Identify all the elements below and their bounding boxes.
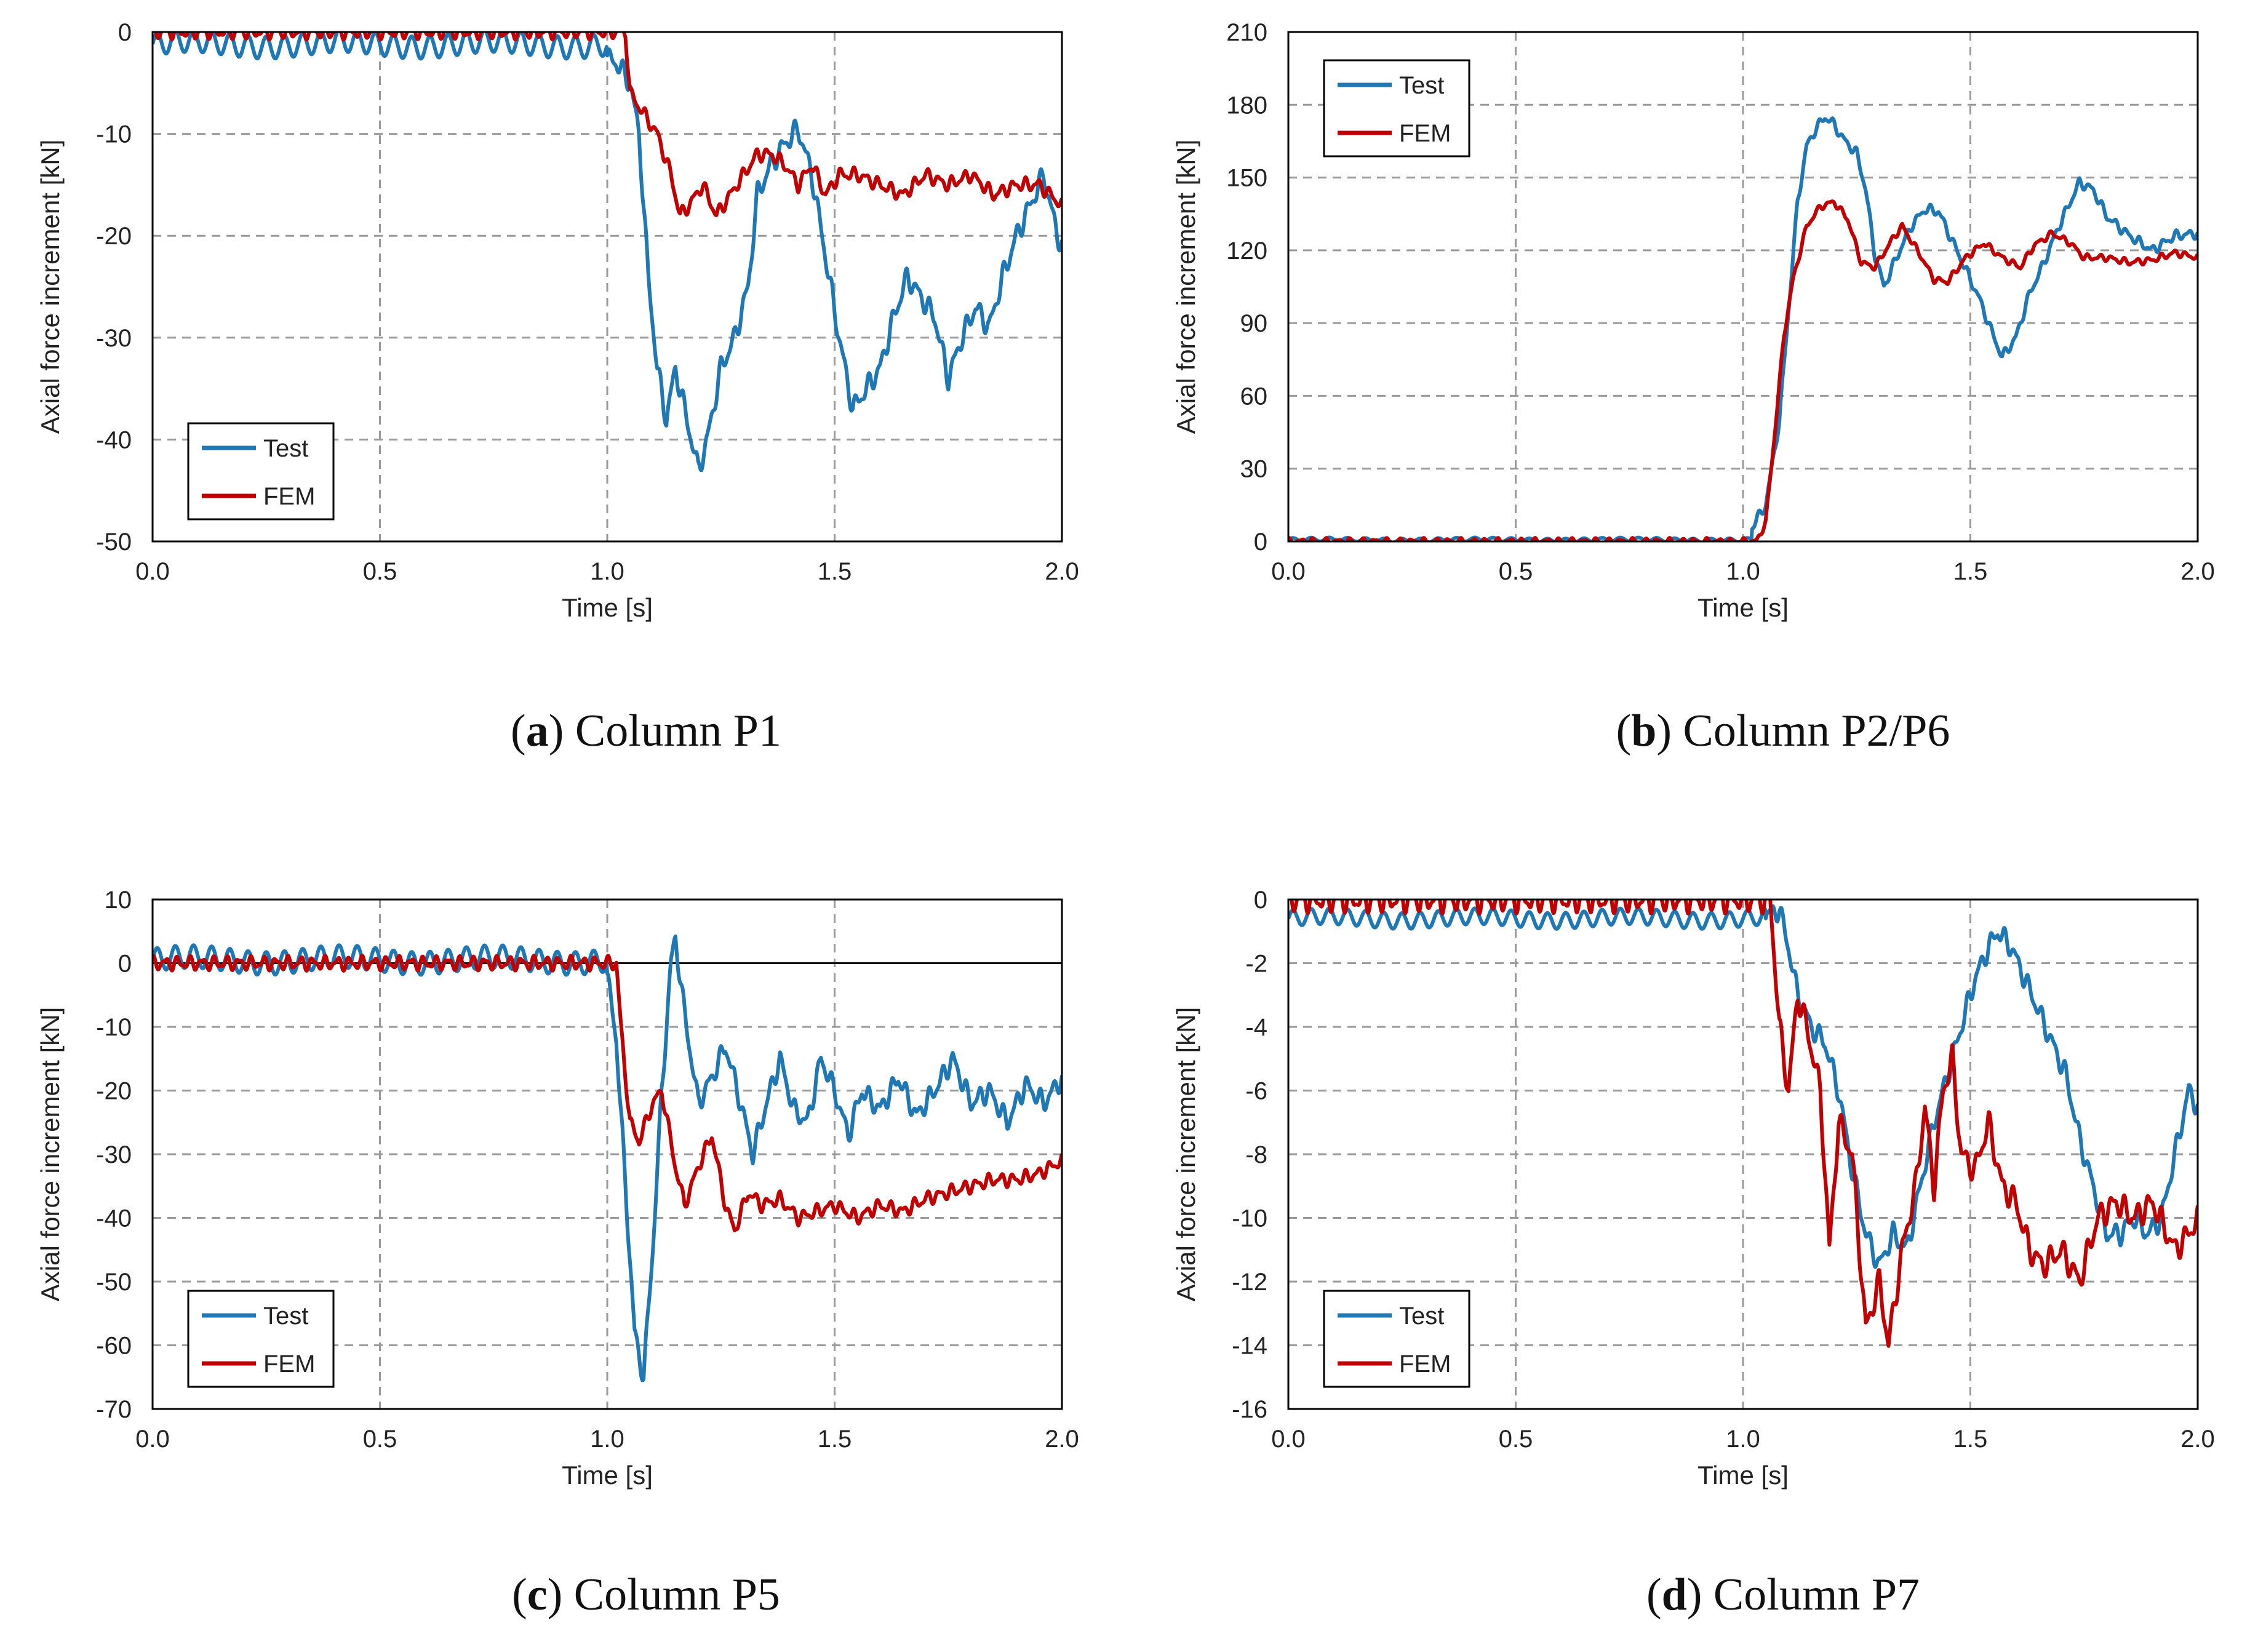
- x-tick-label: 0.0: [135, 558, 170, 585]
- x-tick-label: 2.0: [1045, 558, 1079, 585]
- y-tick-label: 0: [1254, 887, 1267, 914]
- series-line-test: [153, 934, 1062, 1383]
- y-axis-title: Axial force increment [kN]: [1171, 140, 1200, 434]
- legend-box: [1323, 1290, 1470, 1388]
- y-tick-label: -70: [96, 1396, 132, 1423]
- x-tick-label: 0.0: [135, 1426, 170, 1453]
- y-tick-label: -10: [1232, 1205, 1267, 1232]
- y-tick-label: -60: [96, 1333, 132, 1360]
- y-tick-label: 210: [1226, 19, 1267, 46]
- y-tick-label: 30: [1240, 456, 1268, 483]
- x-axis-title: Time [s]: [562, 593, 653, 622]
- y-tick-label: -20: [96, 223, 132, 250]
- legend-label-test: Test: [1399, 72, 1444, 99]
- y-tick-label: -4: [1245, 1014, 1267, 1041]
- y-tick-label: -50: [96, 1269, 132, 1296]
- y-tick-label: 60: [1240, 383, 1268, 410]
- x-tick-label: 0.5: [363, 558, 397, 585]
- plot-frame: [151, 31, 1063, 543]
- y-tick-label: -14: [1232, 1333, 1267, 1360]
- panel-caption: (b) Column P2/P6: [1616, 706, 1950, 756]
- legend-label-fem: FEM: [263, 483, 315, 510]
- plot-frame: [151, 898, 1063, 1410]
- x-tick-label: 1.5: [1953, 558, 1988, 585]
- x-tick-label: 1.0: [590, 558, 624, 585]
- x-tick-label: 2.0: [1045, 1426, 1079, 1453]
- y-tick-label: -40: [96, 1205, 132, 1232]
- legend-label-test: Test: [263, 435, 308, 462]
- x-axis-title: Time [s]: [1697, 1461, 1789, 1490]
- legend-box: [187, 422, 335, 521]
- y-tick-label: -2: [1245, 951, 1267, 978]
- y-axis-title: Axial force increment [kN]: [36, 1007, 65, 1302]
- legend-box: [1323, 59, 1470, 158]
- y-tick-label: -8: [1245, 1141, 1267, 1168]
- chart-panel-d: 0.0 0.5 1.0 1.5 2.0 0 -2 -4 -6 -8 -10 -12 -14 -16 Time…: [1171, 887, 2215, 1620]
- y-tick-label: 0: [118, 19, 132, 46]
- y-tick-label: -16: [1232, 1396, 1267, 1423]
- panel-caption: (a) Column P1: [511, 706, 781, 756]
- x-axis-title: Time [s]: [1697, 593, 1789, 622]
- y-tick-label: -50: [96, 529, 132, 556]
- series-line-fem: [153, 954, 1062, 1232]
- legend-label-fem: FEM: [1399, 120, 1451, 147]
- legend-box: [187, 1290, 335, 1388]
- x-tick-label: 0.5: [1499, 1426, 1533, 1453]
- chart-panel-b: 0.0 0.5 1.0 1.5 2.0 0 30 60 90 120 150 180 210 Time […: [1171, 19, 2215, 756]
- plot-frame: [1287, 898, 2199, 1410]
- x-tick-label: 1.5: [1953, 1426, 1988, 1453]
- x-tick-label: 1.0: [590, 1426, 624, 1453]
- y-tick-label: -6: [1245, 1078, 1267, 1105]
- x-tick-label: 1.5: [818, 558, 852, 585]
- y-tick-label: 10: [105, 887, 132, 914]
- x-tick-label: 2.0: [2180, 1426, 2215, 1453]
- panel-caption: (d) Column P7: [1646, 1570, 1920, 1620]
- x-tick-label: 0.5: [1499, 558, 1533, 585]
- y-tick-label: 90: [1240, 310, 1268, 337]
- x-tick-label: 1.0: [1726, 558, 1760, 585]
- y-tick-label: -40: [96, 426, 132, 453]
- y-tick-label: 180: [1226, 92, 1267, 119]
- x-tick-label: 0.0: [1271, 1426, 1306, 1453]
- y-tick-label: -10: [96, 121, 132, 148]
- chart-panel-a: 0.0 0.5 1.0 1.5 2.0 0 -10 -20 -30 -40 -50 Time [s] A…: [36, 19, 1079, 756]
- x-tick-label: 1.5: [818, 1426, 852, 1453]
- y-axis-title: Axial force increment [kN]: [1171, 1007, 1200, 1302]
- chart-panel-c: 0.0 0.5 1.0 1.5 2.0 10 0 -10 -20 -30 -40 -50 -60 -70 T…: [36, 887, 1079, 1620]
- legend-label-test: Test: [1399, 1303, 1444, 1330]
- legend-label-fem: FEM: [1399, 1351, 1451, 1378]
- y-tick-label: 120: [1226, 237, 1267, 265]
- y-tick-label: 0: [1254, 529, 1267, 556]
- series-line-fem: [1288, 199, 2198, 541]
- y-tick-label: 0: [118, 951, 132, 978]
- y-tick-label: -12: [1232, 1269, 1267, 1296]
- x-tick-label: 2.0: [2180, 558, 2215, 585]
- y-tick-label: 150: [1226, 165, 1267, 192]
- y-axis-title: Axial force increment [kN]: [36, 140, 65, 434]
- y-tick-label: -20: [96, 1078, 132, 1105]
- legend-label-test: Test: [263, 1303, 308, 1330]
- x-axis-title: Time [s]: [562, 1461, 653, 1490]
- y-tick-label: -30: [96, 325, 132, 352]
- y-tick-label: -30: [96, 1141, 132, 1168]
- panel-caption: (c) Column P5: [512, 1570, 780, 1620]
- legend-label-fem: FEM: [263, 1351, 315, 1378]
- plot-frame: [1287, 31, 2199, 543]
- x-tick-label: 0.0: [1271, 558, 1306, 585]
- x-tick-label: 1.0: [1726, 1426, 1760, 1453]
- x-tick-label: 0.5: [363, 1426, 397, 1453]
- y-tick-label: -10: [96, 1014, 132, 1041]
